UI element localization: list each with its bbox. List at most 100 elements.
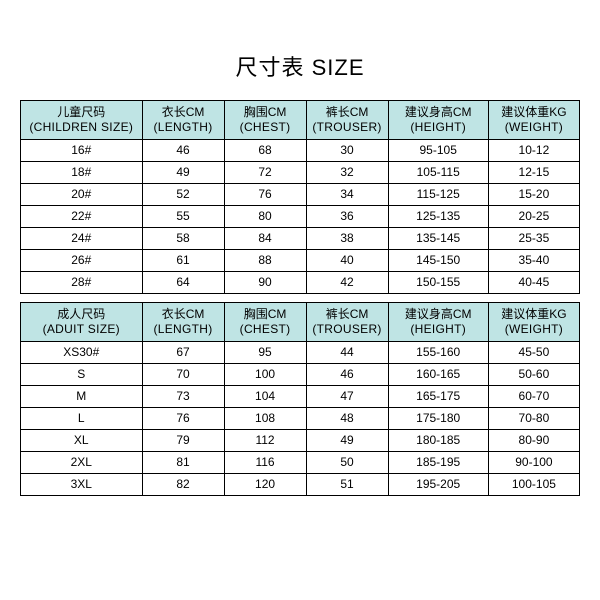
table-cell: 115-125: [388, 184, 488, 206]
col-length: 衣长CM (LENGTH): [142, 303, 224, 342]
table-cell: 30: [306, 140, 388, 162]
table-cell: 12-15: [488, 162, 579, 184]
table-cell: 135-145: [388, 228, 488, 250]
table-cell: L: [21, 408, 143, 430]
table-cell: 46: [142, 140, 224, 162]
table-cell: M: [21, 386, 143, 408]
table-cell: 195-205: [388, 474, 488, 496]
table-cell: 95: [224, 342, 306, 364]
col-length-en: (LENGTH): [145, 120, 222, 135]
col-trouser: 裤长CM (TROUSER): [306, 101, 388, 140]
col-adult-size: 成人尺码 (ADUIT SIZE): [21, 303, 143, 342]
adult-size-section: 成人尺码 (ADUIT SIZE) 衣长CM (LENGTH) 胸围CM (CH…: [20, 302, 580, 496]
col-children-size-cn: 儿童尺码: [23, 105, 140, 120]
col-height: 建议身高CM (HEIGHT): [388, 101, 488, 140]
table-cell: 20-25: [488, 206, 579, 228]
table-cell: 52: [142, 184, 224, 206]
table-cell: 42: [306, 272, 388, 294]
table-cell: 51: [306, 474, 388, 496]
table-cell: 108: [224, 408, 306, 430]
table-cell: 79: [142, 430, 224, 452]
col-height-cn: 建议身高CM: [391, 105, 486, 120]
table-cell: 36: [306, 206, 388, 228]
table-cell: S: [21, 364, 143, 386]
table-cell: 40-45: [488, 272, 579, 294]
col-adult-size-cn: 成人尺码: [23, 307, 140, 322]
col-trouser-en: (TROUSER): [309, 120, 386, 135]
table-cell: 90-100: [488, 452, 579, 474]
table-cell: 18#: [21, 162, 143, 184]
table-cell: 185-195: [388, 452, 488, 474]
table-cell: 145-150: [388, 250, 488, 272]
table-cell: XL: [21, 430, 143, 452]
table-cell: 160-165: [388, 364, 488, 386]
table-cell: 100-105: [488, 474, 579, 496]
col-trouser: 裤长CM (TROUSER): [306, 303, 388, 342]
page-title: 尺寸表 SIZE: [20, 50, 580, 82]
table-cell: 88: [224, 250, 306, 272]
table-cell: 48: [306, 408, 388, 430]
col-height-en: (HEIGHT): [391, 120, 486, 135]
col-length: 衣长CM (LENGTH): [142, 101, 224, 140]
table-cell: 34: [306, 184, 388, 206]
adult-tbody: XS30#679544155-16045-50S7010046160-16550…: [21, 342, 580, 496]
table-cell: 50-60: [488, 364, 579, 386]
table-cell: 64: [142, 272, 224, 294]
table-row: L7610848175-18070-80: [21, 408, 580, 430]
table-cell: 76: [142, 408, 224, 430]
col-weight-cn: 建议体重KG: [491, 307, 577, 322]
table-cell: 104: [224, 386, 306, 408]
table-cell: 3XL: [21, 474, 143, 496]
table-row: 16#46683095-10510-12: [21, 140, 580, 162]
table-cell: 20#: [21, 184, 143, 206]
table-cell: 45-50: [488, 342, 579, 364]
col-weight: 建议体重KG (WEIGHT): [488, 303, 579, 342]
table-cell: 80-90: [488, 430, 579, 452]
table-cell: 95-105: [388, 140, 488, 162]
col-chest-en: (CHEST): [227, 322, 304, 337]
col-weight-en: (WEIGHT): [491, 322, 577, 337]
table-cell: 73: [142, 386, 224, 408]
table-row: 3XL8212051195-205100-105: [21, 474, 580, 496]
size-chart-page: 尺寸表 SIZE 儿童尺码 (CHILDREN SIZE) 衣长CM (LENG…: [20, 50, 580, 496]
table-cell: 44: [306, 342, 388, 364]
table-cell: 55: [142, 206, 224, 228]
table-cell: 26#: [21, 250, 143, 272]
table-row: S7010046160-16550-60: [21, 364, 580, 386]
table-cell: 22#: [21, 206, 143, 228]
table-cell: 72: [224, 162, 306, 184]
table-cell: 68: [224, 140, 306, 162]
table-cell: 10-12: [488, 140, 579, 162]
table-cell: 90: [224, 272, 306, 294]
table-cell: 165-175: [388, 386, 488, 408]
col-height-cn: 建议身高CM: [391, 307, 486, 322]
col-height-en: (HEIGHT): [391, 322, 486, 337]
table-cell: 84: [224, 228, 306, 250]
table-cell: 24#: [21, 228, 143, 250]
table-cell: 70: [142, 364, 224, 386]
table-cell: 150-155: [388, 272, 488, 294]
children-header-row: 儿童尺码 (CHILDREN SIZE) 衣长CM (LENGTH) 胸围CM …: [21, 101, 580, 140]
table-cell: 49: [306, 430, 388, 452]
col-chest-cn: 胸围CM: [227, 105, 304, 120]
table-cell: 60-70: [488, 386, 579, 408]
col-length-cn: 衣长CM: [145, 307, 222, 322]
col-trouser-en: (TROUSER): [309, 322, 386, 337]
table-row: 18#497232105-11512-15: [21, 162, 580, 184]
table-cell: 100: [224, 364, 306, 386]
col-trouser-cn: 裤长CM: [309, 105, 386, 120]
table-row: 22#558036125-13520-25: [21, 206, 580, 228]
table-cell: 46: [306, 364, 388, 386]
col-weight-en: (WEIGHT): [491, 120, 577, 135]
table-cell: 25-35: [488, 228, 579, 250]
col-trouser-cn: 裤长CM: [309, 307, 386, 322]
table-cell: 105-115: [388, 162, 488, 184]
table-cell: 67: [142, 342, 224, 364]
col-weight-cn: 建议体重KG: [491, 105, 577, 120]
table-cell: 38: [306, 228, 388, 250]
col-children-size: 儿童尺码 (CHILDREN SIZE): [21, 101, 143, 140]
table-cell: 2XL: [21, 452, 143, 474]
col-chest: 胸围CM (CHEST): [224, 303, 306, 342]
table-cell: 58: [142, 228, 224, 250]
table-row: 2XL8111650185-19590-100: [21, 452, 580, 474]
